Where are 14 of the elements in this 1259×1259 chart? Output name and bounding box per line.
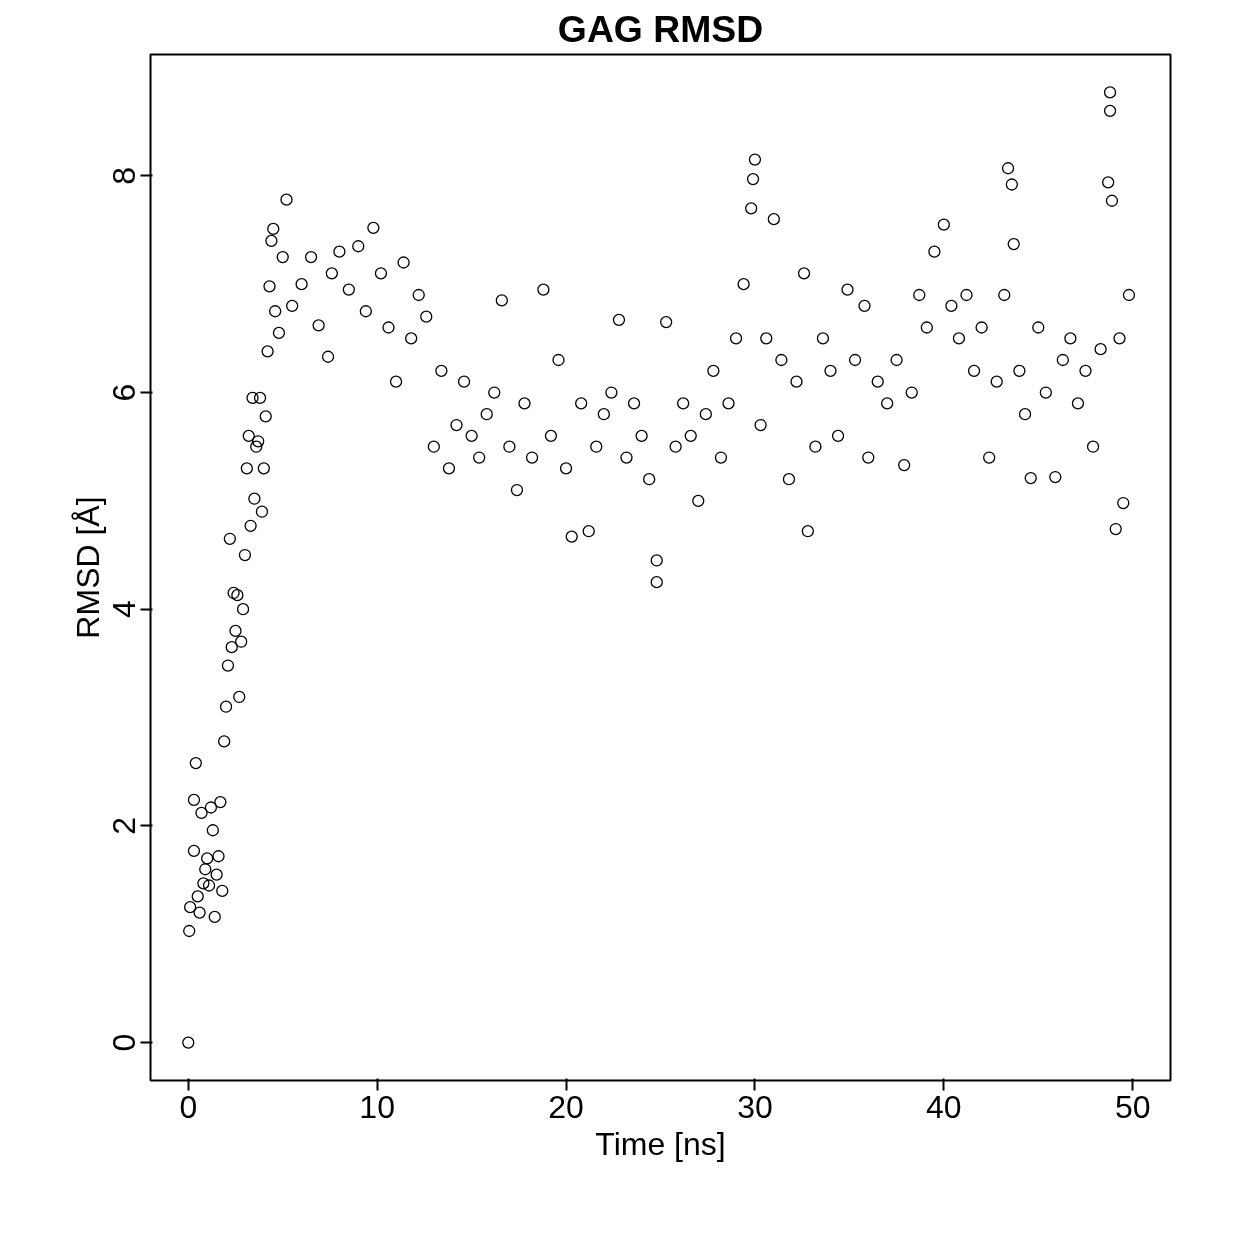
x-axis-title: Time [ns] xyxy=(595,1125,726,1162)
y-axis-title: RMSD [Å] xyxy=(69,496,106,639)
y-tick-label: 8 xyxy=(106,166,143,185)
y-tick-label: 2 xyxy=(106,817,143,835)
y-tick-label: 6 xyxy=(106,383,143,402)
x-tick-label: 40 xyxy=(926,1088,962,1125)
x-tick-label: 10 xyxy=(359,1088,395,1125)
x-tick-label: 0 xyxy=(179,1088,198,1125)
x-tick-label: 20 xyxy=(548,1088,584,1125)
x-tick-label: 30 xyxy=(737,1088,773,1125)
y-tick-label: 0 xyxy=(106,1033,143,1052)
x-tick-label: 50 xyxy=(1114,1088,1151,1125)
y-tick-label: 4 xyxy=(106,600,143,619)
chart-title: GAG RMSD xyxy=(557,7,764,50)
